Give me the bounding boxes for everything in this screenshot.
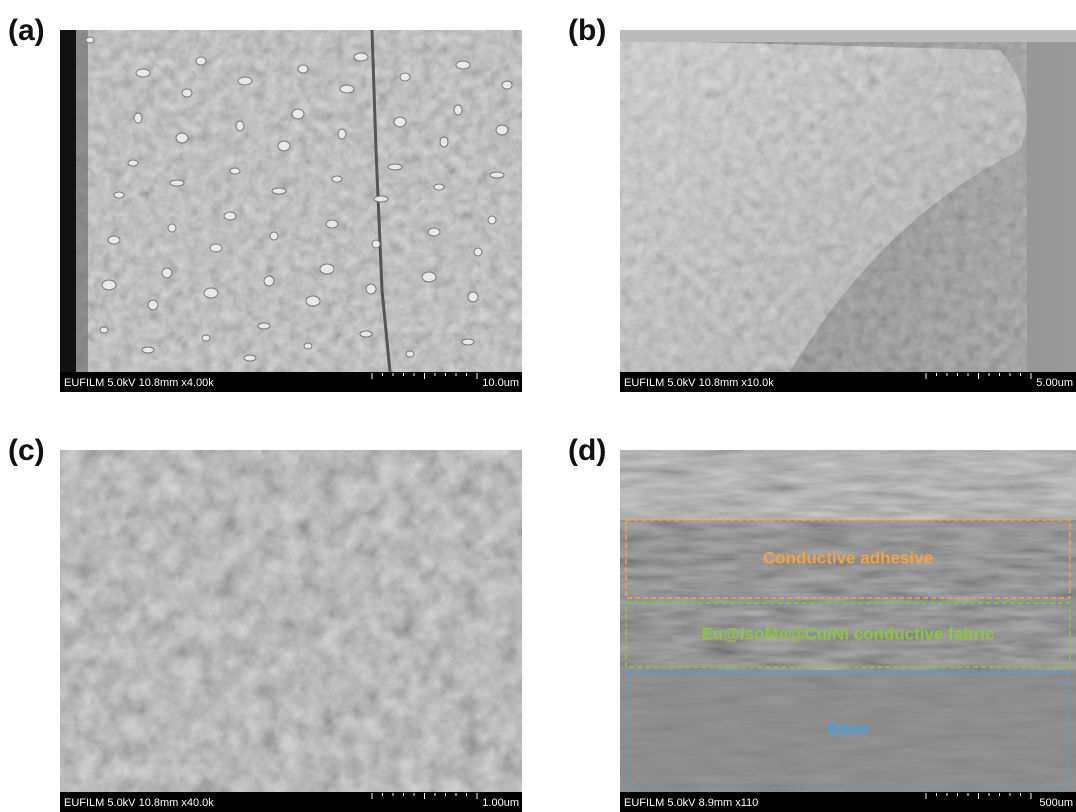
particle (102, 280, 116, 290)
sem-image (60, 30, 522, 372)
particle (456, 61, 470, 69)
panel-label: (c) (8, 434, 45, 467)
panel-label: (b) (568, 14, 606, 47)
figure: (a) EUFILM 5.0kV 10.8mm x4.00k 10.0um (b) EU… (0, 0, 1076, 812)
particle (440, 137, 448, 147)
particle (244, 355, 256, 361)
particle (148, 300, 158, 310)
particle (502, 81, 512, 89)
layer-label: Conductive adhesive (763, 548, 933, 567)
texture (60, 30, 522, 372)
particle (320, 264, 334, 274)
particle (224, 212, 236, 220)
particle (394, 117, 406, 127)
particle (278, 141, 290, 151)
particle (338, 129, 346, 139)
particle (230, 168, 240, 174)
particle (264, 276, 274, 286)
particle (354, 53, 368, 61)
particle (196, 57, 206, 65)
particle (340, 85, 354, 93)
scale-label: 5.00um (1036, 377, 1073, 389)
particle (422, 272, 436, 282)
particle (400, 73, 410, 81)
particle (490, 172, 504, 178)
particle (292, 109, 304, 119)
particle (210, 244, 222, 252)
info-text: EUFILM 5.0kV 10.8mm x40.0k (64, 797, 214, 809)
particle (136, 69, 150, 77)
particle (114, 192, 124, 198)
particle (258, 323, 270, 329)
particle (488, 216, 496, 224)
layer-label: Base (828, 719, 869, 738)
scale-label: 1.00um (482, 797, 519, 809)
particle (306, 296, 320, 306)
texture (60, 450, 522, 792)
particle (170, 180, 184, 186)
particle (434, 184, 444, 190)
panel-label: (a) (8, 14, 45, 47)
particle (462, 339, 474, 345)
particle (182, 89, 192, 97)
particle (236, 121, 244, 131)
particle (454, 105, 462, 115)
particle (204, 288, 218, 298)
particle (372, 240, 380, 248)
particle (360, 331, 372, 337)
info-text: EUFILM 5.0kV 10.8mm x4.00k (64, 377, 214, 389)
particle (406, 351, 414, 357)
particle (374, 196, 388, 202)
particle (128, 160, 138, 166)
particle (326, 220, 338, 228)
particle (108, 236, 120, 244)
particle (298, 65, 308, 73)
particle (428, 228, 440, 236)
particle (142, 347, 154, 353)
particle (270, 232, 278, 240)
particle (100, 327, 108, 333)
panel-label: (d) (568, 434, 606, 467)
particle (474, 248, 482, 256)
info-text: EUFILM 5.0kV 10.8mm x10.0k (624, 377, 774, 389)
particle (272, 188, 286, 194)
scale-label: 500um (1039, 797, 1073, 809)
particle (332, 176, 342, 182)
dark-edge (60, 30, 76, 372)
particle (496, 125, 508, 135)
particle (388, 164, 402, 170)
particle (168, 224, 176, 232)
particle (238, 77, 252, 85)
scale-label: 10.0um (482, 377, 519, 389)
sem-image (620, 30, 1076, 372)
particle (468, 292, 478, 302)
particle (86, 37, 94, 43)
particle (134, 113, 142, 123)
sem-image (620, 450, 1076, 792)
particle (176, 133, 188, 143)
particle (162, 268, 172, 278)
shadow (76, 30, 88, 372)
particle (304, 343, 312, 349)
info-text: EUFILM 5.0kV 8.9mm x110 (624, 797, 758, 809)
particle (202, 335, 210, 341)
sem-image (60, 450, 522, 792)
top-strip (620, 30, 1076, 42)
layer-label: Eu@IsoMe@Cu/Ni conductive fabric (702, 624, 995, 643)
particle (366, 284, 376, 294)
